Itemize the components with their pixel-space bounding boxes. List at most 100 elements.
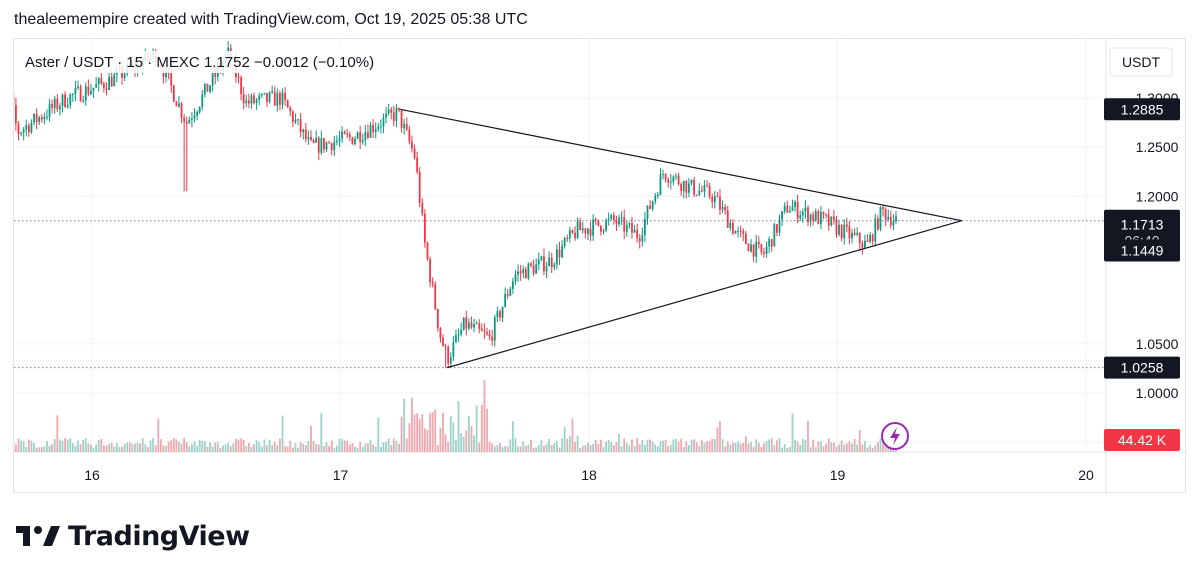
volume-bar bbox=[25, 447, 28, 452]
volume-bar bbox=[519, 446, 522, 452]
volume-bar bbox=[783, 443, 786, 452]
candle-body bbox=[95, 84, 98, 88]
tradingview-logo-icon bbox=[16, 526, 60, 546]
candle-body bbox=[328, 142, 331, 144]
volume-bar bbox=[763, 442, 765, 452]
volume-bar bbox=[499, 442, 501, 452]
candle-body bbox=[685, 180, 688, 193]
candle-body bbox=[887, 216, 890, 220]
volume-bar bbox=[830, 442, 833, 452]
volume-bar bbox=[325, 442, 328, 452]
chart-frame[interactable]: 1.30001.25001.20001.05001.00000.9500USDT… bbox=[0, 38, 1187, 494]
candle-body bbox=[478, 323, 481, 329]
currency-label: USDT bbox=[1122, 54, 1161, 70]
candle-body bbox=[801, 211, 804, 216]
volume-bar bbox=[276, 445, 279, 452]
triangle-upper-trendline[interactable] bbox=[400, 108, 962, 222]
candle-body bbox=[480, 328, 483, 331]
tradingview-brand[interactable]: TradingView bbox=[16, 520, 250, 552]
volume-bar bbox=[669, 444, 672, 452]
candle-body bbox=[597, 219, 600, 226]
candle-body bbox=[268, 92, 271, 102]
candle-body bbox=[869, 234, 872, 242]
candle-body bbox=[504, 293, 507, 307]
volume-bar bbox=[17, 438, 20, 452]
candle-body bbox=[297, 119, 299, 121]
lightning-icon-glyph bbox=[890, 427, 900, 445]
candle-body bbox=[242, 94, 245, 104]
candle-body bbox=[333, 142, 336, 151]
volume-bar bbox=[633, 446, 636, 452]
candle-body bbox=[535, 264, 538, 274]
volume-bar bbox=[144, 444, 147, 452]
volume-bar bbox=[672, 439, 675, 452]
triangle-lower-trendline[interactable] bbox=[447, 220, 962, 369]
candle-body bbox=[245, 100, 248, 104]
volume-bar bbox=[470, 425, 473, 452]
volume-bar bbox=[734, 442, 737, 452]
price-chart[interactable]: 1.30001.25001.20001.05001.00000.9500USDT… bbox=[0, 39, 1187, 494]
candle-body bbox=[33, 113, 35, 123]
candle-body bbox=[263, 92, 266, 95]
volume-bar bbox=[165, 445, 167, 452]
candle-body bbox=[475, 323, 478, 325]
candle-body bbox=[237, 77, 240, 79]
candle-body bbox=[320, 138, 323, 153]
candle-body bbox=[706, 185, 708, 187]
volume-bar bbox=[882, 441, 884, 452]
candle-body bbox=[677, 175, 680, 185]
symbol-name[interactable]: Aster / USDT · 15 · MEXC bbox=[25, 54, 204, 71]
volume-bar bbox=[610, 442, 613, 452]
candle-body bbox=[729, 223, 732, 228]
volume-bar bbox=[876, 441, 879, 452]
volume-bar bbox=[100, 439, 103, 452]
volume-bar bbox=[615, 442, 618, 452]
volume-bar bbox=[524, 445, 527, 452]
volume-bar bbox=[858, 429, 861, 452]
volume-bar bbox=[543, 445, 545, 452]
volume-bar bbox=[566, 438, 569, 452]
candle-body bbox=[589, 228, 592, 236]
candle-body bbox=[638, 238, 641, 242]
currency-button[interactable] bbox=[1109, 47, 1173, 77]
candle-body bbox=[742, 231, 745, 234]
candle-body bbox=[644, 218, 646, 235]
price-label-text: 1.0258 bbox=[1121, 360, 1164, 376]
candle-body bbox=[317, 137, 320, 153]
candle-body bbox=[750, 244, 752, 252]
candle-body bbox=[193, 115, 196, 119]
price-change: −0.0012 (−0.10%) bbox=[254, 54, 374, 71]
volume-bar bbox=[654, 444, 657, 452]
candle-body bbox=[667, 179, 670, 183]
volume-bar bbox=[820, 441, 822, 452]
legend-background bbox=[22, 51, 417, 73]
volume-bar bbox=[250, 447, 253, 452]
candle-body bbox=[392, 112, 395, 121]
volume-bar bbox=[284, 446, 287, 452]
volume-bar bbox=[95, 444, 98, 452]
candle-body bbox=[382, 117, 385, 127]
candle-body bbox=[796, 201, 799, 219]
volume-bar bbox=[361, 447, 364, 452]
volume-bar bbox=[74, 445, 77, 452]
volume-bar bbox=[455, 439, 457, 452]
volume-bar bbox=[431, 412, 434, 452]
volume-bar bbox=[136, 443, 139, 452]
volume-bar bbox=[232, 443, 235, 452]
volume-bar bbox=[56, 415, 59, 452]
volume-bar bbox=[605, 441, 607, 452]
volume-bar bbox=[879, 438, 882, 452]
volume-bar bbox=[118, 446, 121, 452]
volume-bar bbox=[333, 447, 336, 452]
volume-bar bbox=[675, 438, 677, 452]
volume-bar bbox=[457, 400, 460, 452]
candle-body bbox=[377, 126, 380, 130]
candle-body bbox=[698, 190, 701, 196]
candle-body bbox=[864, 240, 866, 248]
volume-bar bbox=[517, 446, 519, 452]
candle-body bbox=[501, 306, 504, 318]
candle-body bbox=[77, 86, 79, 88]
volume-bar bbox=[27, 439, 30, 452]
volume-bar bbox=[646, 439, 649, 452]
candle-body bbox=[827, 214, 830, 226]
